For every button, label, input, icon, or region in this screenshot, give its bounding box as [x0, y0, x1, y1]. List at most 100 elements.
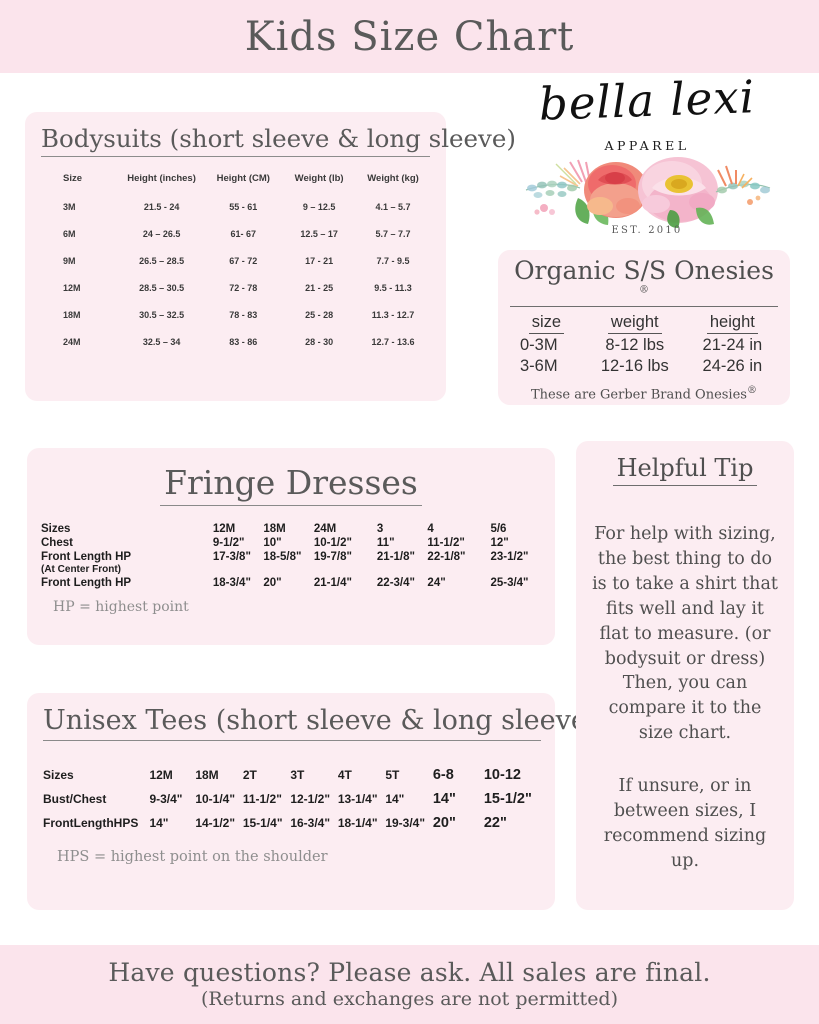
cell-size: 18M: [63, 310, 81, 321]
cell-height: 21-24 in: [702, 336, 763, 355]
column-header-height-inches: Height (inches): [127, 172, 196, 184]
cell-front-length-center: 22-1/8": [427, 551, 466, 563]
unisex-title: Unisex Tees (short sleeve & long sleeve): [43, 706, 597, 742]
cell-front-length: 20": [432, 815, 456, 832]
cell-front-length-center: 21-1/8": [376, 551, 415, 563]
cell-size: 18M: [195, 768, 219, 783]
page-title: Kids Size Chart: [244, 13, 575, 60]
footer-primary-text: Have questions? Please ask. All sales ar…: [108, 957, 711, 987]
cell-size: 0-3M: [520, 336, 558, 355]
cell-bust: 14": [432, 791, 456, 808]
cell-wlb: 12.5 – 17: [300, 229, 338, 240]
table-row-sizes: Sizes 12M 18M 24M 3 4 5/6: [41, 522, 541, 536]
helpful-tip-paragraph-1: For help with sizing, the best thing to …: [592, 524, 778, 744]
brand-logo: bella lexi APPAREL: [512, 70, 782, 250]
cell-hcm: 67 - 72: [229, 256, 258, 267]
row-label-bust-chest: Bust/Chest: [43, 792, 107, 807]
cell-size: 3M: [63, 202, 76, 213]
cell-front-length: 14": [149, 816, 169, 831]
table-row-chest: Chest 9-1/2" 10" 10-1/2" 11" 11-1/2" 12": [41, 536, 541, 550]
cell-hcm: 78 - 83: [229, 310, 258, 321]
cell-wkg: 12.7 - 13.6: [371, 337, 415, 348]
fringe-title: Fringe Dresses: [160, 466, 422, 506]
table-row: 24M 32.5 – 34 83 - 86 28 - 30 12.7 - 13.…: [41, 329, 430, 356]
registered-trademark-icon: ®: [746, 385, 757, 397]
unisex-tees-card: Unisex Tees (short sleeve & long sleeve)…: [27, 693, 597, 910]
cell-front-length-center: 17-3/8": [212, 551, 251, 563]
cell-wkg: 7.7 - 9.5: [376, 256, 410, 267]
cell-weight: 8-12 lbs: [605, 336, 665, 355]
table-row-sizes: Sizes 12M 18M 2T 3T 4T 5T 6-8 10-12: [43, 763, 541, 787]
organic-table: size weight height 0-3M 8-12 lbs 21-24 i…: [510, 312, 778, 377]
table-header-row: size weight height: [510, 312, 778, 335]
bodysuits-card: Bodysuits (short sleeve & long sleeve) S…: [25, 112, 516, 401]
floral-bouquet-icon: [525, 157, 771, 228]
logo-subtitle: APPAREL: [604, 138, 690, 153]
cell-height: 24-26 in: [702, 357, 763, 376]
table-row: 3-6M 12-16 lbs 24-26 in: [510, 356, 778, 377]
row-label-sizes: Sizes: [41, 523, 71, 535]
cell-front-length: 18-1/4": [337, 816, 378, 831]
cell-size: 24M: [313, 523, 337, 535]
cell-bust: 9-3/4": [149, 792, 183, 807]
cell-chest: 12": [490, 537, 509, 549]
cell-hin: 26.5 – 28.5: [139, 256, 185, 267]
table-row: 6M 24 – 26.5 61- 67 12.5 – 17 5.7 – 7.7: [41, 221, 430, 248]
cell-size: 5/6: [490, 523, 507, 535]
cell-wlb: 21 - 25: [305, 283, 334, 294]
cell-bust: 14": [385, 792, 405, 807]
cell-front-length: 15-1/4": [242, 816, 283, 831]
cell-hin: 32.5 – 34: [142, 337, 181, 348]
cell-front-length: 25-3/4": [490, 577, 529, 589]
column-header-weight-label: weight: [607, 313, 662, 335]
bodysuits-table: Size Height (inches) Height (CM) Weight …: [41, 167, 430, 356]
cell-front-length: 16-3/4": [290, 816, 331, 831]
cell-hin: 28.5 – 30.5: [139, 283, 185, 294]
helpful-tip-title: Helpful Tip: [612, 455, 758, 487]
column-header-height-label: height: [706, 313, 758, 335]
cell-hcm: 83 - 86: [229, 337, 258, 348]
cell-size: 12M: [149, 768, 173, 783]
cell-size: 4: [427, 523, 434, 535]
cell-front-length: 20": [263, 577, 282, 589]
cell-chest: 10-1/2": [313, 537, 352, 549]
cell-size: 9M: [63, 256, 76, 267]
cell-hcm: 61- 67: [230, 229, 257, 240]
helpful-tip-paragraph-2: If unsure, or in between sizes, I recomm…: [603, 775, 767, 871]
table-row-center-front-note: (At Center Front): [41, 564, 541, 576]
table-header-row: Size Height (inches) Height (CM) Weight …: [41, 167, 430, 194]
cell-chest: 9-1/2": [212, 537, 245, 549]
cell-size: 12M: [212, 523, 236, 535]
registered-trademark-icon: ®: [639, 284, 649, 296]
cell-size: 6-8: [432, 767, 454, 784]
cell-size: 10-12: [483, 767, 521, 784]
spacer-cell: [213, 564, 541, 576]
cell-wkg: 4.1 – 5.7: [375, 202, 411, 213]
table-row-front-length: Front Length HP 18-3/4" 20" 21-1/4" 22-3…: [41, 576, 541, 590]
table-row: 18M 30.5 – 32.5 78 - 83 25 - 28 11.3 - 1…: [41, 302, 430, 329]
logo-established: EST. 2010: [611, 225, 683, 236]
cell-front-length: 22": [483, 815, 507, 832]
cell-size: 18M: [263, 523, 286, 535]
cell-bust: 12-1/2": [290, 792, 331, 807]
cell-wkg: 9.5 - 11.3: [374, 283, 412, 294]
cell-size: 3: [376, 523, 384, 535]
organic-onesies-card: Organic S/S Onesies® size weight height …: [498, 250, 790, 405]
cell-size: 5T: [385, 768, 400, 783]
cell-front-length: 24": [427, 577, 446, 589]
cell-front-length: 21-1/4": [313, 577, 352, 589]
unisex-hps-note: HPS = highest point on the shoulder: [57, 849, 328, 866]
cell-front-length: 18-3/4": [212, 577, 251, 589]
column-header-size: Size: [63, 172, 83, 184]
header-band: Kids Size Chart: [0, 0, 819, 73]
column-header-size-label: size: [528, 313, 565, 335]
column-header-size: size: [510, 312, 583, 335]
table-row-bust-chest: Bust/Chest 9-3/4" 10-1/4" 11-1/2" 12-1/2…: [43, 787, 541, 811]
cell-size: 3-6M: [520, 357, 558, 376]
column-header-weight: weight: [583, 312, 687, 335]
cell-hin: 21.5 - 24: [143, 202, 180, 213]
unisex-table: Sizes 12M 18M 2T 3T 4T 5T 6-8 10-12 Bust…: [43, 763, 541, 835]
cell-front-length-center: 18-5/8": [263, 551, 302, 563]
organic-brand-note: These are Gerber Brand Onesies®: [510, 385, 778, 402]
table-row-front-length-center: Front Length HP 17-3/8" 18-5/8" 19-7/8" …: [41, 550, 541, 564]
